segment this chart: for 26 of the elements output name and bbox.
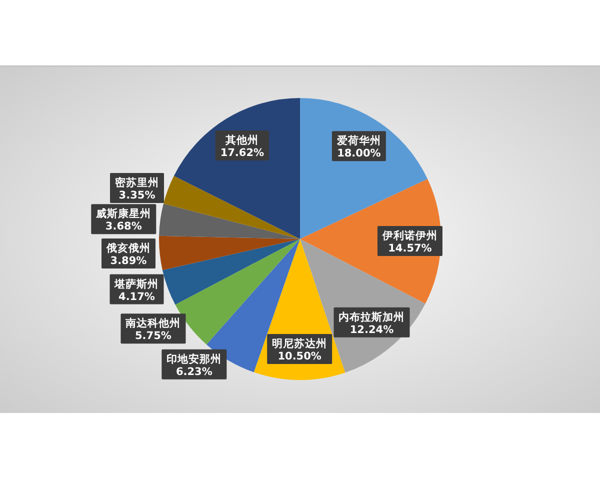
slice-label: 其他州: [224, 133, 259, 146]
data-label: 4.17%: [118, 290, 156, 303]
slice-label: 威斯康星州: [95, 207, 152, 220]
data-label: 18.00%: [337, 148, 382, 160]
slice-label: 堪萨斯州: [114, 277, 159, 290]
data-label: 3.35%: [118, 190, 156, 202]
data-label: 14.57%: [388, 242, 432, 254]
slice-label: 伊利诺伊州: [381, 228, 438, 242]
slice-label: 印地安那州: [166, 352, 222, 366]
pie-slice: [159, 204, 300, 239]
slice-label: 南达科他州: [124, 316, 181, 330]
slice-label: 爱荷华州: [336, 134, 381, 148]
data-label: 17.62%: [220, 146, 265, 159]
data-label: 12.24%: [350, 324, 394, 336]
data-label: 3.89%: [110, 255, 148, 268]
data-label: 5.75%: [135, 330, 172, 342]
slice-label: 密苏里州: [115, 176, 159, 190]
slice-label: 明尼苏达州: [272, 336, 328, 350]
data-label: 10.50%: [278, 350, 322, 362]
slice-label: 俄亥俄州: [106, 242, 150, 255]
slice-label: 内布拉斯加州: [338, 310, 405, 324]
pie-slice: [159, 236, 300, 270]
pie-slice: [162, 239, 300, 305]
pie-slice: [163, 176, 300, 239]
data-label: 6.23%: [176, 366, 213, 378]
data-label: 3.68%: [105, 220, 142, 233]
